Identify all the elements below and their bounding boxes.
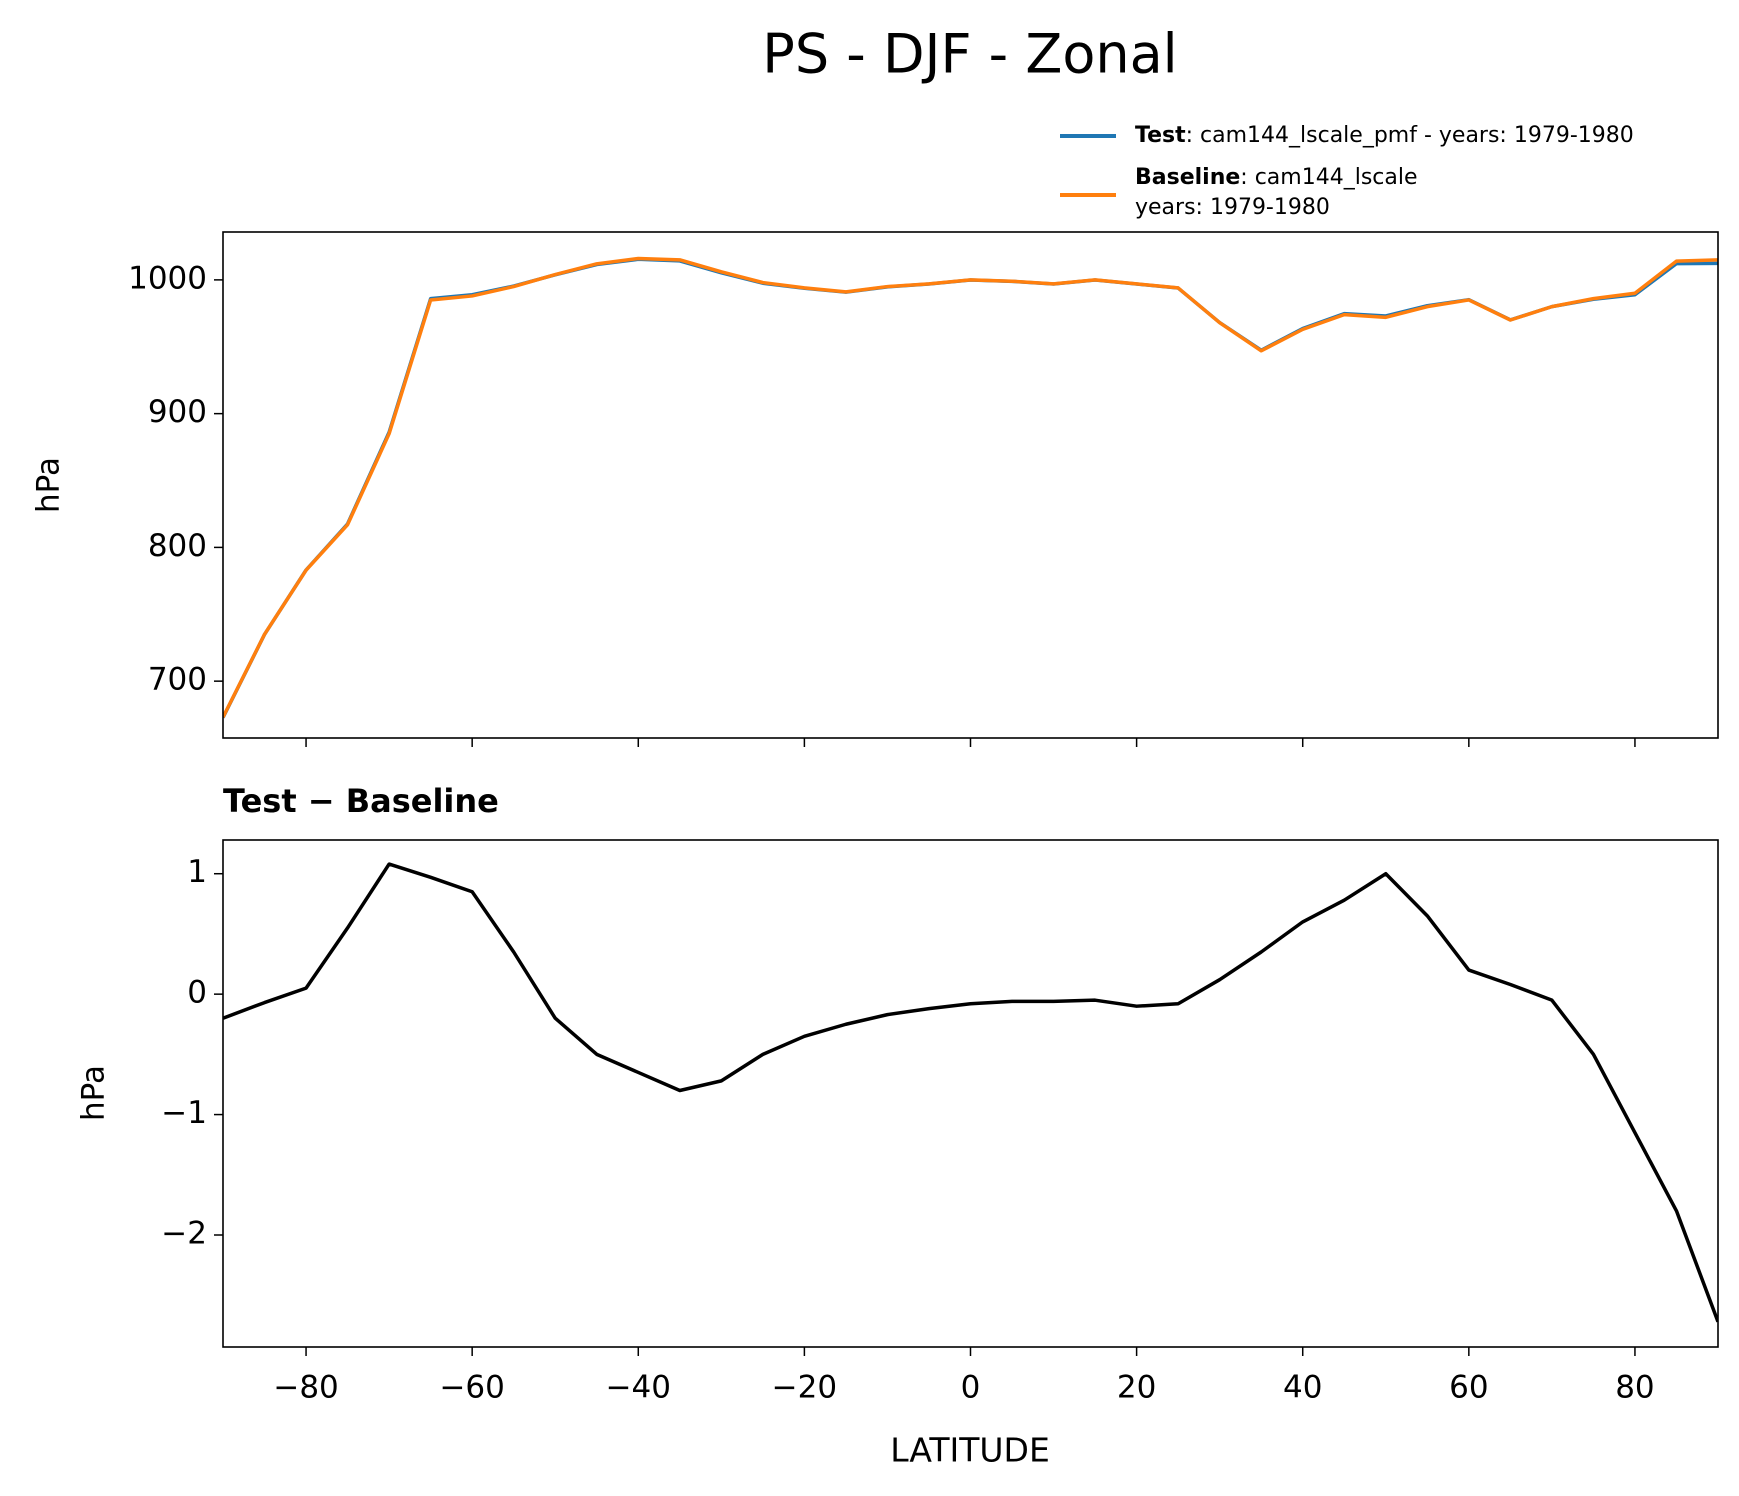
legend-label: years: 1979-1980 [1135, 195, 1330, 220]
y-tick-label: 700 [148, 662, 207, 698]
figure-title: PS - DJF - Zonal [762, 23, 1177, 86]
legend-label: Baseline: cam144_lscale [1135, 165, 1418, 190]
legend-text: years: 1979-1980 [1135, 195, 1330, 220]
y-tick-label: 1000 [128, 260, 207, 296]
plot-frame [222, 231, 1719, 739]
y-tick-label: −1 [161, 1095, 207, 1131]
x-tick-label: 40 [1283, 1370, 1322, 1406]
x-tick-label: −80 [273, 1370, 338, 1406]
x-tick-label: 60 [1449, 1370, 1488, 1406]
legend-name: Baseline [1135, 165, 1240, 190]
y-axis-label: hPa [31, 457, 67, 513]
x-tick-label: 0 [961, 1370, 981, 1406]
x-axis-label: LATITUDE [890, 1431, 1050, 1470]
legend-text: : cam144_lscale_pmf - years: 1979-1980 [1186, 123, 1634, 148]
y-axis-label: hPa [76, 1065, 112, 1121]
y-tick-label: −2 [161, 1216, 207, 1252]
series-line [223, 256, 1718, 719]
y-tick-label: 900 [148, 394, 207, 430]
legend-text: : cam144_lscale [1240, 165, 1417, 190]
x-tick-label: 20 [1117, 1370, 1156, 1406]
legend-name: Test [1135, 123, 1186, 148]
panel-title: Test − Baseline [223, 782, 499, 820]
x-tick-label: 80 [1615, 1370, 1654, 1406]
y-tick-label: 1 [187, 854, 207, 890]
x-tick-label: −40 [606, 1370, 671, 1406]
series-line [223, 257, 1718, 719]
x-tick-label: −20 [772, 1370, 837, 1406]
x-tick-label: −60 [439, 1370, 504, 1406]
legend-label: Test: cam144_lscale_pmf - years: 1979-19… [1135, 123, 1634, 148]
y-tick-label: 800 [148, 528, 207, 564]
y-tick-label: 0 [187, 975, 207, 1011]
plot-frame [222, 839, 1719, 1348]
series-line [223, 862, 1718, 1323]
